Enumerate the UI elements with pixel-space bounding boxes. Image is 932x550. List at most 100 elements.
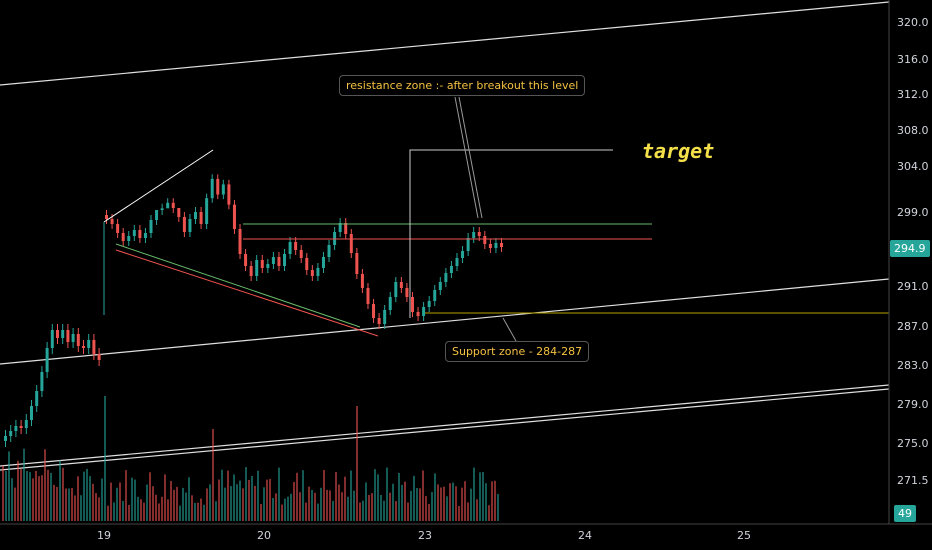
volume-bar <box>323 469 325 521</box>
candle-body <box>321 257 325 268</box>
candle-body <box>110 219 114 224</box>
volume-bar <box>86 468 88 521</box>
time-tick-label: 24 <box>578 529 592 542</box>
volume-bar <box>485 483 487 521</box>
volume-bar <box>200 498 202 521</box>
volume-bar <box>95 493 97 521</box>
candle-body <box>249 266 253 276</box>
volume-bar <box>389 492 391 521</box>
price-tick-label: 283.0 <box>897 359 929 372</box>
volume-bar <box>482 472 484 521</box>
volume-bar <box>260 503 262 521</box>
volume-bar <box>125 470 127 521</box>
volume-bar <box>230 486 232 521</box>
candle-body <box>221 184 225 195</box>
volume-bar <box>431 492 433 521</box>
price-axis: 320.0 316.0 312.0 308.0 304.0 299.0 291.0 287.0… <box>888 0 929 524</box>
volume-bar <box>365 482 367 521</box>
price-tick-label: 291.0 <box>897 280 929 293</box>
volume-bar <box>416 488 418 521</box>
volume-bar <box>395 501 397 521</box>
candle-body <box>266 264 270 268</box>
resistance-note[interactable]: resistance zone :- after breakout this l… <box>339 75 586 96</box>
volume-bar <box>236 484 238 521</box>
volume-bar <box>251 475 253 521</box>
volume-bar <box>272 497 274 521</box>
volume-bar <box>311 489 313 521</box>
target-label[interactable]: target <box>642 139 715 163</box>
time-tick-label: 19 <box>97 529 111 542</box>
candle-body <box>461 251 465 258</box>
candle-body <box>349 234 353 253</box>
volume-bar <box>254 485 256 521</box>
volume-bar <box>302 470 304 521</box>
volume-bar <box>278 467 280 521</box>
candle-body <box>488 244 492 248</box>
volume-bar <box>53 484 55 521</box>
candle-body <box>427 301 431 307</box>
volume-bar <box>233 474 235 521</box>
candle-body <box>210 178 214 199</box>
volume-bar <box>224 487 226 521</box>
volume-bar <box>386 467 388 521</box>
candle-body <box>260 260 264 268</box>
volume-bar <box>287 496 289 521</box>
volume-bar <box>338 484 340 521</box>
candle-body <box>299 250 303 258</box>
volume-bar <box>455 486 457 521</box>
price-tick-label: 320.0 <box>897 16 929 29</box>
volume-bar <box>284 498 286 521</box>
resistance-note-pointer <box>454 96 479 219</box>
volume-bar <box>206 488 208 521</box>
price-tick-label: 275.0 <box>897 437 929 450</box>
volume-bar <box>344 476 346 521</box>
volume-bar <box>65 488 67 521</box>
candle-body <box>82 346 85 348</box>
volume-bar <box>242 488 244 521</box>
pattern-lines <box>103 96 889 342</box>
candle-body <box>388 297 392 310</box>
volume-bar <box>419 488 421 521</box>
volume-bar <box>332 500 334 521</box>
volume-bar <box>182 487 184 521</box>
volume-bar <box>479 472 481 521</box>
volume-bar <box>71 487 73 521</box>
volume-bar <box>329 490 331 521</box>
volume-bar <box>113 502 115 521</box>
volume-bar <box>362 500 364 521</box>
candle-body <box>19 426 23 428</box>
volume-bar <box>20 469 22 521</box>
volume-bar <box>161 496 163 521</box>
time-tick-label: 23 <box>418 529 432 542</box>
candle-body <box>416 312 420 316</box>
wedge-top-line <box>103 149 214 223</box>
candle-body <box>71 334 75 342</box>
candle-body <box>483 236 487 244</box>
volume-bar <box>131 477 133 521</box>
candle-body <box>394 282 398 297</box>
volume-bar <box>320 487 322 521</box>
volume-bar <box>23 448 25 521</box>
volume-bar <box>275 493 277 521</box>
red-support-trendline <box>115 249 379 337</box>
volume-bar <box>425 496 427 521</box>
candle-body <box>45 348 49 372</box>
candle-body <box>166 202 170 209</box>
volume-bar <box>194 502 196 521</box>
volume-bar <box>461 487 463 521</box>
support-note-pointer <box>502 317 517 342</box>
support-note[interactable]: Support zone - 284-287 <box>445 341 590 362</box>
volume-bars <box>2 396 499 521</box>
volume-bar <box>155 494 157 521</box>
volume-bar <box>434 473 436 521</box>
candle-body <box>372 304 376 318</box>
candle-body <box>143 233 147 238</box>
volume-bar <box>392 483 394 521</box>
volume-badge: 49 <box>894 505 916 522</box>
volume-bar <box>497 494 499 521</box>
volume-bar <box>212 429 214 521</box>
candle-body <box>188 219 192 232</box>
volume-bar <box>473 467 475 521</box>
